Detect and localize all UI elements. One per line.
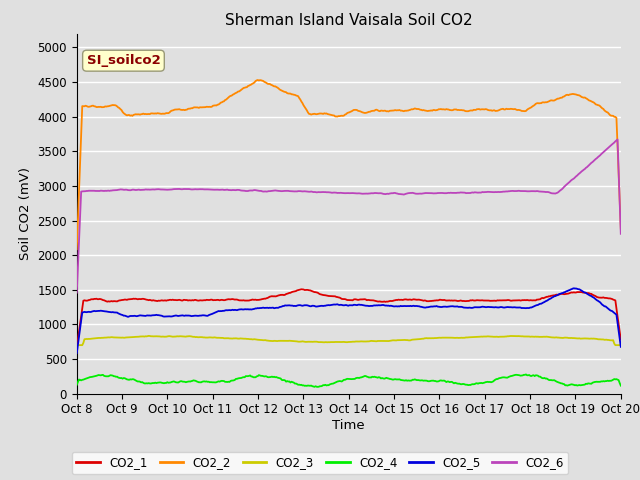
Y-axis label: Soil CO2 (mV): Soil CO2 (mV) (19, 167, 32, 260)
Text: SI_soilco2: SI_soilco2 (86, 54, 161, 67)
Title: Sherman Island Vaisala Soil CO2: Sherman Island Vaisala Soil CO2 (225, 13, 472, 28)
Legend: CO2_1, CO2_2, CO2_3, CO2_4, CO2_5, CO2_6: CO2_1, CO2_2, CO2_3, CO2_4, CO2_5, CO2_6 (72, 452, 568, 474)
X-axis label: Time: Time (333, 419, 365, 432)
